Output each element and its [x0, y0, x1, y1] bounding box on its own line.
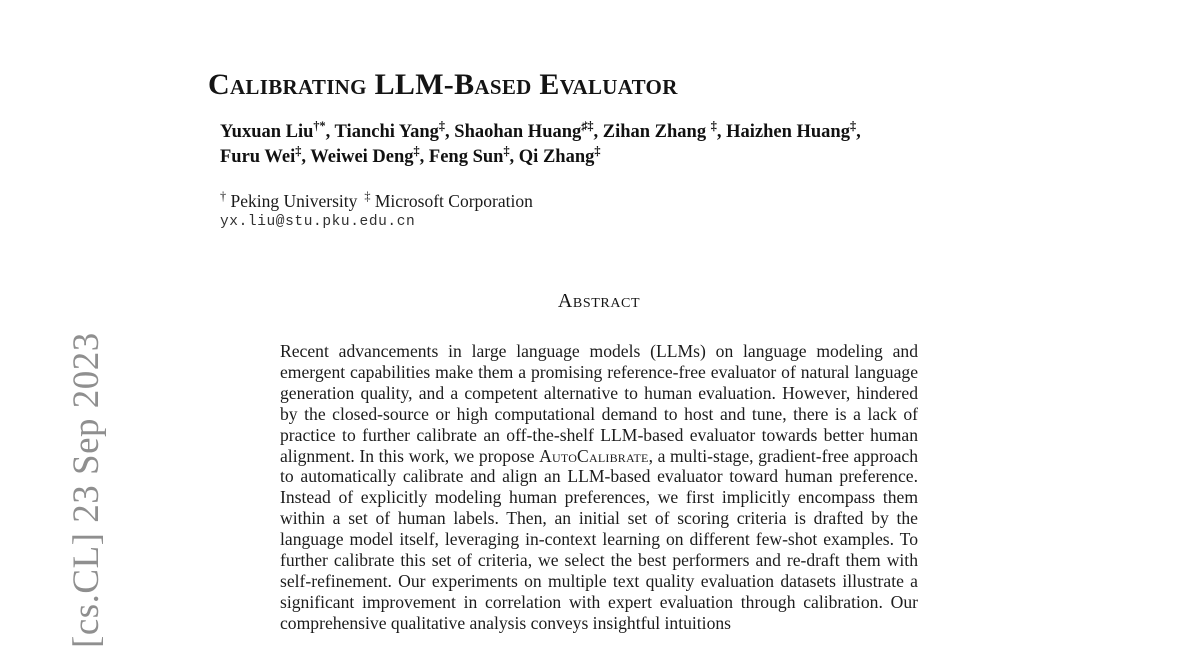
author-affiliation-mark: ‡ [503, 143, 510, 158]
author-list: Yuxuan Liu†*, Tianchi Yang‡, Shaohan Hua… [220, 120, 920, 170]
author-name: Furu Wei [220, 147, 296, 167]
author-name: Shaohan Huang [454, 122, 582, 142]
page-title: Calibrating LLM-Based Evaluator [208, 68, 678, 102]
abstract-text-part-1: Recent advancements in large language mo… [280, 341, 918, 466]
author-affiliation-mark: ‡ [295, 143, 302, 158]
author-name: Feng Sun [428, 147, 504, 167]
affiliation-list: † Peking University ‡ Microsoft Corporati… [220, 189, 920, 212]
abstract-heading: Abstract [557, 290, 641, 312]
author-name: Yuxuan Liu [220, 122, 314, 142]
author-name: Tianchi Yang [334, 122, 439, 142]
author-line-2: Furu Wei‡, Weiwei Deng‡, Feng Sun‡, Qi Z… [220, 143, 601, 167]
abstract-body: Recent advancements in large language mo… [280, 341, 918, 634]
affiliation-name: Peking University [230, 191, 358, 211]
author-affiliation-mark: †* [313, 118, 326, 133]
author-name: Haizhen Huang [726, 122, 850, 142]
author-affiliation-mark: ‡ [594, 143, 601, 158]
author-affiliation-mark: ‡ [849, 118, 857, 133]
author-affiliation-mark: ♯‡ [581, 118, 594, 133]
author-line-1: Yuxuan Liu†*, Tianchi Yang‡, Shaohan Hua… [220, 118, 861, 142]
author-name: Zihan Zhang [602, 122, 707, 142]
author-name: Qi Zhang [518, 147, 595, 167]
affiliation-mark: ‡ [364, 189, 371, 204]
author-affiliation-mark: ‡ [710, 118, 717, 133]
author-affiliation-mark: ‡ [438, 118, 446, 133]
affiliation-mark: † [220, 189, 227, 204]
abstract-text-part-2: , a multi-stage, gradient-free approach … [280, 445, 918, 633]
system-name: AutoCalibrate [539, 445, 649, 466]
contact-email: yx.liu@stu.pku.edu.cn [220, 214, 416, 230]
affiliation-name: Microsoft Corporation [374, 191, 533, 211]
author-name: Weiwei Deng [310, 147, 414, 167]
author-affiliation-mark: ‡ [413, 143, 420, 158]
